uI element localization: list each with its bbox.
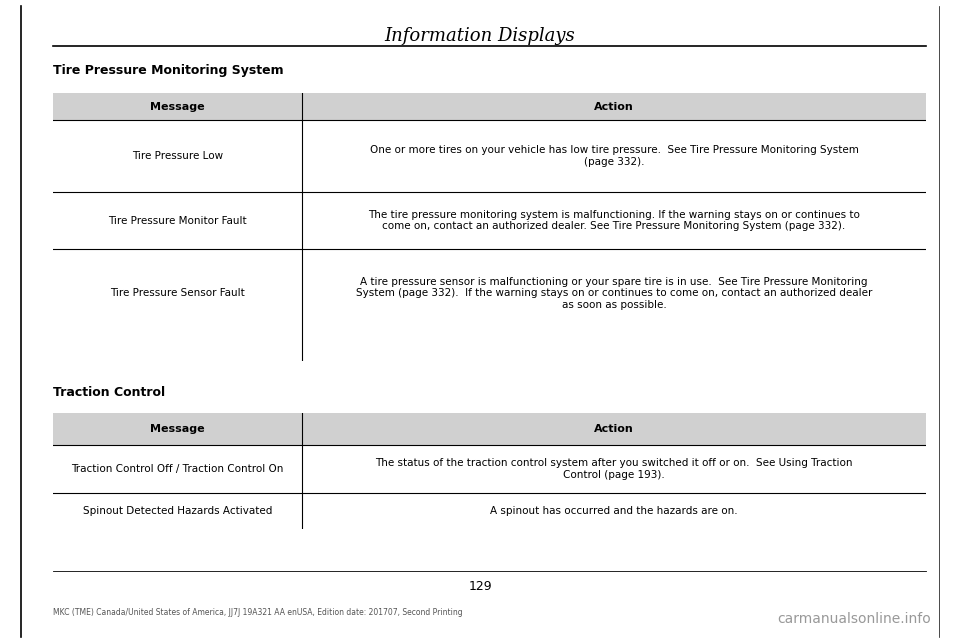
- Text: The tire pressure monitoring system is malfunctioning. If the warning stays on o: The tire pressure monitoring system is m…: [368, 210, 860, 220]
- Text: as soon as possible.: as soon as possible.: [562, 300, 666, 310]
- Text: MKC (TME) Canada/United States of America, JJ7J 19A321 AA enUSA, Edition date: 2: MKC (TME) Canada/United States of Americ…: [53, 608, 463, 617]
- Text: Action: Action: [594, 102, 634, 112]
- Text: One or more tires on your vehicle has low tire pressure.  See Tire Pressure Moni: One or more tires on your vehicle has lo…: [370, 145, 858, 156]
- Text: Message: Message: [150, 424, 204, 434]
- Text: (page 332).: (page 332).: [584, 157, 644, 167]
- Text: Control (page 193).: Control (page 193).: [564, 470, 665, 480]
- Text: One or more tires on your vehicle has low tire pressure.  See Tire Pressure Moni: One or more tires on your vehicle has lo…: [370, 145, 858, 156]
- Text: come on, contact an authorized dealer. See Tire Pressure Monitoring System (page: come on, contact an authorized dealer. S…: [382, 221, 846, 231]
- Text: Traction Control: Traction Control: [53, 386, 165, 399]
- Text: 129: 129: [468, 580, 492, 593]
- Text: Message: Message: [150, 102, 204, 112]
- Text: Traction Control Off / Traction Control On: Traction Control Off / Traction Control …: [71, 464, 283, 474]
- Text: come on, contact an authorized dealer. See Tire Pressure Monitoring System (page: come on, contact an authorized dealer. S…: [382, 221, 846, 231]
- Text: System (page 332).  If the warning stays on or continues to come on, contact an : System (page 332). If the warning stays …: [356, 288, 873, 298]
- Text: Information Displays: Information Displays: [385, 27, 575, 45]
- Text: Spinout Detected Hazards Activated: Spinout Detected Hazards Activated: [83, 506, 272, 516]
- Text: A spinout has occurred and the hazards are on.: A spinout has occurred and the hazards a…: [491, 506, 738, 516]
- Text: Tire Pressure Low: Tire Pressure Low: [132, 151, 223, 161]
- Text: Action: Action: [594, 424, 634, 434]
- Text: Tire Pressure Monitor Fault: Tire Pressure Monitor Fault: [108, 215, 247, 226]
- Text: Control (page 193).: Control (page 193).: [564, 470, 665, 480]
- Text: carmanualsonline.info: carmanualsonline.info: [778, 611, 931, 626]
- Text: A tire pressure sensor is malfunctioning or your spare tire is in use.  See Tire: A tire pressure sensor is malfunctioning…: [360, 276, 868, 287]
- Text: The status of the traction control system after you switched it off or on.  See : The status of the traction control syste…: [375, 458, 852, 468]
- Bar: [53, 93, 926, 120]
- Text: System (page 332).  If the warning stays on or continues to come on, contact an : System (page 332). If the warning stays …: [356, 288, 873, 298]
- Text: Tire Pressure Monitoring System: Tire Pressure Monitoring System: [53, 64, 283, 77]
- Bar: [53, 413, 926, 445]
- Text: The status of the traction control system after you switched it off or on.  See : The status of the traction control syste…: [375, 458, 852, 468]
- Text: Tire Pressure Sensor Fault: Tire Pressure Sensor Fault: [109, 288, 245, 298]
- Text: A tire pressure sensor is malfunctioning or your spare tire is in use.  See Tire: A tire pressure sensor is malfunctioning…: [360, 276, 868, 287]
